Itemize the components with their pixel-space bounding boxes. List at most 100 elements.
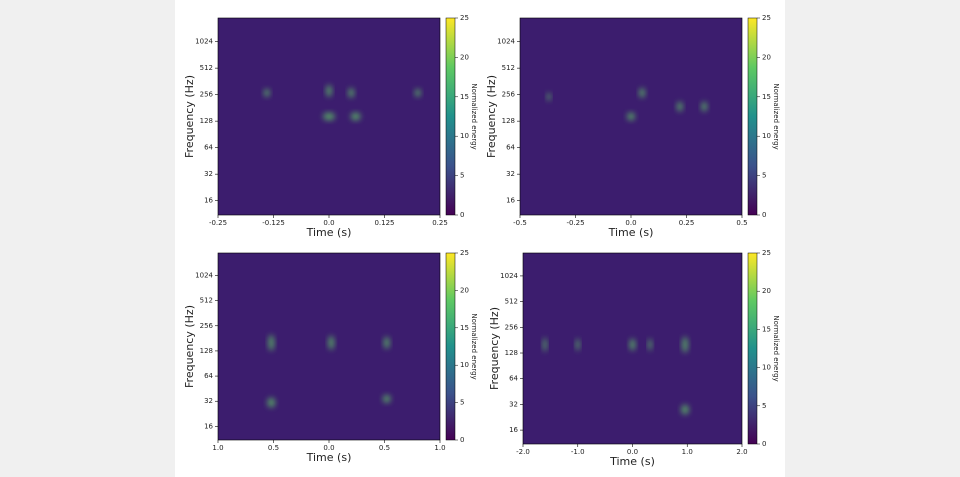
colorbar-tick-label: 0 [762,211,766,219]
spectrogram-feature [383,336,390,349]
spectrogram-feature [382,394,391,403]
colorbar-label: Normalized energy [470,83,478,149]
y-tick-label: 512 [200,64,213,72]
colorbar-tick-label: 0 [460,436,464,444]
x-tick-label: 1.0 [434,444,445,452]
spectrogram-feature [267,397,276,408]
colorbar [445,252,456,441]
x-tick-label: 1.0 [682,448,693,456]
y-tick-label: 64 [506,144,515,152]
y-tick-label: 512 [200,297,213,305]
spectrogram-feature [682,336,689,353]
colorbar-tick-label: 10 [762,364,771,372]
y-tick-label: 128 [502,117,515,125]
y-axis-label: Frequency (Hz) [485,75,498,158]
y-tick-label: 256 [200,322,214,330]
y-tick-label: 1024 [497,38,515,46]
y-tick-label: 256 [505,323,519,331]
spectrogram-feature [629,338,636,351]
x-tick-label: -0.5 [513,219,527,227]
y-tick-label: 128 [200,117,213,125]
y-tick-label: 1024 [195,38,213,46]
colorbar-tick-label: 5 [460,399,464,407]
colorbar-tick-label: 10 [460,132,469,140]
colorbar-tick-label: 25 [762,14,771,22]
spectrogram-feature [414,88,421,97]
y-tick-label: 64 [204,144,213,152]
x-tick-label: 0.0 [627,448,638,456]
spectrogram-feature [701,101,708,112]
x-tick-label: -0.25 [209,219,227,227]
x-tick-label: 0.5 [379,444,390,452]
colorbar-tick-label: 20 [762,287,771,295]
colorbar-tick-label: 25 [460,14,469,22]
spectrogram-feature [542,337,547,352]
colorbar-label: Normalized energy [470,313,478,379]
x-axis-label: Time (s) [306,451,352,464]
y-axis-label: Frequency (Hz) [183,305,196,388]
colorbar-tick-label: 25 [460,249,469,257]
x-tick-label: -1.0 [571,448,585,456]
colorbar [445,17,456,216]
spectrogram-feature [350,112,361,121]
y-tick-label: 16 [204,197,213,205]
spectrogram-feature [676,101,683,112]
x-axis-label: Time (s) [306,226,352,239]
colorbar-tick-label: 5 [762,402,766,410]
colorbar-label: Normalized energy [772,315,780,381]
colorbar-tick-label: 5 [762,172,766,180]
spectrogram-feature [681,404,690,415]
x-tick-label: 0.5 [268,444,279,452]
y-tick-label: 32 [509,400,518,408]
spectrogram-feature [575,338,580,351]
colorbar [747,252,758,445]
x-tick-label: 0.0 [323,444,334,452]
y-tick-label: 256 [200,91,214,99]
y-tick-label: 512 [502,64,515,72]
y-tick-label: 256 [502,91,516,99]
spectrogram-feature [546,92,551,101]
y-tick-label: 1024 [500,272,518,280]
colorbar-tick-label: 20 [460,286,469,294]
x-tick-label: -0.25 [566,219,584,227]
spectrogram-feature [348,87,355,98]
colorbar-tick-label: 15 [762,93,771,101]
colorbar-tick-label: 0 [762,440,766,448]
y-tick-label: 512 [505,298,518,306]
colorbar-tick-label: 15 [460,93,469,101]
x-tick-label: 0.125 [374,219,394,227]
spectrogram-feature [639,87,646,98]
spectrogram-feature [263,88,270,97]
x-tick-label: 0.25 [432,219,448,227]
colorbar-tick-label: 10 [460,361,469,369]
y-tick-label: 16 [509,426,518,434]
y-tick-label: 16 [506,197,515,205]
spectrogram-feature [627,112,635,121]
y-tick-label: 16 [204,422,213,430]
colorbar [747,17,758,216]
y-tick-label: 32 [204,170,213,178]
colorbar-tick-label: 25 [762,249,771,257]
y-tick-label: 128 [505,349,518,357]
x-tick-label: -0.125 [262,219,285,227]
x-axis-label: Time (s) [608,226,654,239]
colorbar-tick-label: 20 [460,53,469,61]
y-tick-label: 1024 [195,271,213,279]
x-tick-label: -2.0 [516,448,530,456]
spectrogram-feature [326,84,332,97]
colorbar-tick-label: 15 [460,324,469,332]
x-tick-label: 0.0 [323,219,334,227]
spectrogram-feature [323,112,335,121]
spectrogram-feature [648,338,653,351]
colorbar-tick-label: 15 [762,325,771,333]
colorbar-tick-label: 20 [762,53,771,61]
x-tick-label: 0.25 [679,219,695,227]
colorbar-label: Normalized energy [772,83,780,149]
x-axis-label: Time (s) [609,455,655,468]
y-tick-label: 32 [204,397,213,405]
x-tick-label: 0.5 [736,219,747,227]
colorbar-tick-label: 10 [762,132,771,140]
colorbar-tick-label: 0 [460,211,464,219]
x-tick-label: 0.0 [625,219,636,227]
